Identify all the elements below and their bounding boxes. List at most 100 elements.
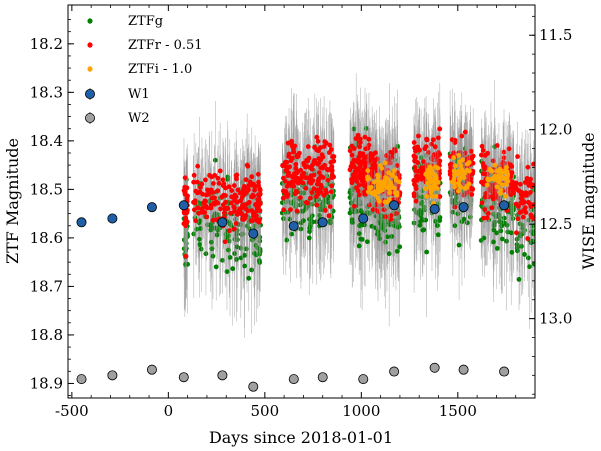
y-left-tick-label: 18.4 — [30, 132, 63, 150]
ztfr-point — [280, 175, 286, 181]
ztfr-point — [241, 205, 247, 210]
ztfr-point — [325, 167, 331, 173]
ztfi-point — [499, 182, 505, 188]
w1-point — [358, 213, 369, 224]
ztfi-point — [365, 168, 371, 174]
ztfr-point — [327, 142, 333, 148]
ztfg-point — [499, 236, 505, 242]
ztfr-point — [246, 183, 252, 189]
ztfg-point — [225, 174, 230, 180]
ztfr-point — [424, 137, 430, 143]
ztfg-point — [198, 246, 204, 252]
w2-point — [358, 374, 369, 385]
ztfr-point — [357, 150, 363, 156]
ztfr-point — [426, 150, 431, 155]
ztfr-point — [416, 133, 421, 139]
ztfr-point — [193, 218, 199, 224]
ztfr-point — [320, 165, 325, 171]
ztfr-point — [285, 173, 291, 179]
w2-point — [317, 372, 328, 383]
ztfg-point — [418, 212, 423, 218]
ztfg-point — [464, 220, 470, 226]
y-left-tick-label: 18.6 — [30, 229, 63, 247]
legend-entry-ztfr: ZTFr - 0.51 — [87, 38, 203, 53]
ztfr-point — [459, 133, 465, 139]
ztfr-point — [257, 186, 263, 192]
ztfr-point — [204, 205, 210, 211]
ztfr-point — [482, 164, 487, 170]
ztfr-point — [257, 201, 263, 207]
ztfg-point — [349, 219, 355, 225]
ztfr-point — [329, 183, 335, 189]
ztfr-point — [356, 192, 362, 198]
ztfi-point — [458, 163, 464, 169]
ztfr-point — [349, 180, 355, 186]
ztfr-point — [249, 174, 255, 180]
ztfr-point — [194, 179, 200, 185]
ztfr-point — [327, 204, 333, 209]
ztfr-point — [225, 206, 231, 212]
legend-label-ztfr: ZTFr - 0.51 — [128, 38, 203, 53]
ztfr-point — [252, 187, 257, 193]
ztfr-point — [357, 164, 363, 170]
ztfr-point — [221, 192, 227, 198]
ztfr-point — [412, 181, 417, 187]
ztfr-point — [328, 147, 334, 152]
w1-point — [76, 217, 87, 228]
ztfr-point — [478, 152, 484, 158]
w1-point — [288, 221, 299, 232]
ztfr-point — [306, 155, 312, 161]
x-tick-label: 0 — [164, 402, 174, 420]
w2-point — [178, 372, 189, 383]
w2-point — [288, 374, 299, 385]
ztfg-point — [385, 234, 390, 240]
ztfi-point — [384, 199, 390, 205]
ztfr-point — [286, 153, 292, 159]
w1-point — [317, 217, 328, 228]
ztfr-point — [300, 172, 306, 178]
ztfr-point — [215, 175, 221, 181]
ztfg-point — [369, 223, 375, 229]
ztfr-point — [210, 189, 216, 195]
ztfg-point — [213, 264, 219, 270]
ztfg-point — [501, 215, 507, 221]
ztfg-point — [227, 220, 233, 226]
ztfr-point — [234, 176, 239, 182]
ztfg-point — [397, 244, 403, 250]
ztfr-point — [303, 164, 309, 170]
ztfg-point — [491, 227, 497, 233]
ztfr-point — [199, 181, 205, 187]
ztfg-point — [525, 255, 531, 261]
ztfr-point — [329, 175, 335, 181]
x-axis-label: Days since 2018-01-01 — [209, 428, 393, 447]
ztfr-point — [195, 190, 200, 196]
ztfi-point — [378, 163, 383, 168]
ztfi-point — [433, 193, 439, 199]
ztfi-point — [452, 184, 457, 190]
ztfr-point — [394, 211, 399, 216]
ztfr-point — [226, 228, 232, 234]
ztfi-point — [424, 194, 430, 199]
ztfr-point — [320, 175, 326, 180]
ztfi-point — [456, 177, 462, 183]
ztfg-point — [394, 248, 400, 254]
ztfi-point — [432, 164, 438, 170]
ztfr-point — [470, 153, 476, 159]
ztfg-point — [257, 260, 263, 265]
ztfg-point — [212, 157, 218, 163]
ztfr-point — [231, 205, 237, 211]
ztfg-point — [234, 257, 239, 262]
ztfr-point — [206, 191, 211, 197]
ztfr-point — [470, 186, 476, 192]
ztfr-point — [480, 180, 486, 186]
ztfr-point — [352, 171, 358, 176]
ztfr-point — [294, 208, 300, 214]
ztfr-point — [319, 152, 325, 158]
ztfi-point — [391, 168, 397, 173]
ztfr-point — [251, 210, 257, 216]
ztfi-point — [456, 152, 462, 158]
ztfg-point — [227, 255, 233, 260]
ztfr-point — [520, 200, 526, 206]
ztfg-point — [246, 275, 252, 281]
ztfr-point — [243, 177, 249, 183]
